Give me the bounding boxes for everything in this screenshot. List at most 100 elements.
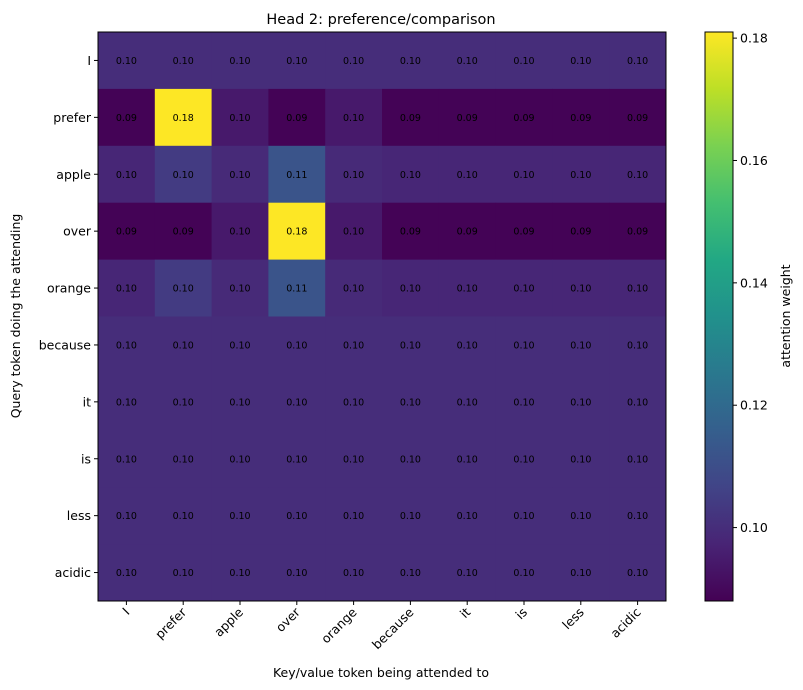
cell-value-label: 0.10: [173, 397, 194, 408]
cell-value-label: 0.10: [343, 227, 364, 238]
heatmap-cell: [325, 487, 383, 545]
cell-value-label: 0.10: [286, 56, 307, 67]
cell-value-label: 0.10: [229, 454, 250, 465]
x-tick-label: apple: [211, 604, 246, 639]
heatmap-cell: [154, 32, 213, 90]
heatmap-cell: [552, 32, 610, 90]
cell-value-label: 0.10: [229, 568, 250, 579]
cell-value-label: 0.09: [570, 113, 591, 124]
cell-value-label: 0.10: [116, 284, 137, 295]
cell-value-label: 0.10: [116, 511, 137, 522]
cell-value-label: 0.10: [343, 454, 364, 465]
cell-value-label: 0.10: [286, 454, 307, 465]
heatmap-cell: [382, 430, 440, 488]
cell-value-label: 0.10: [400, 454, 421, 465]
heatmap-cell: [211, 430, 269, 488]
colorbar-tick-label: 0.18: [740, 31, 768, 46]
heatmap-cell: [154, 430, 213, 488]
heatmap-cell: [154, 145, 213, 204]
cell-value-label: 0.10: [513, 56, 534, 67]
colorbar-tick-label: 0.16: [740, 153, 768, 168]
heatmap-cell: [98, 145, 156, 204]
heatmap-cell: [211, 145, 269, 204]
cell-value-label: 0.10: [343, 568, 364, 579]
y-tick-label: over: [63, 224, 92, 239]
cell-value-label: 0.10: [627, 397, 648, 408]
colorbar-label: attention weight: [778, 264, 793, 367]
cell-value-label: 0.10: [116, 340, 137, 351]
cell-value-label: 0.18: [286, 227, 307, 238]
cell-value-label: 0.10: [173, 340, 194, 351]
heatmap-cell: [552, 430, 610, 488]
cell-value-label: 0.10: [627, 454, 648, 465]
heatmap-cell: [609, 373, 667, 431]
cell-value-label: 0.10: [513, 568, 534, 579]
cell-value-label: 0.11: [286, 284, 307, 295]
heatmap-cell: [211, 316, 269, 374]
heatmap-cell: [98, 544, 156, 602]
heatmap-cell: [211, 373, 269, 431]
heatmap-cell: [154, 316, 213, 374]
cell-value-label: 0.10: [343, 170, 364, 181]
heatmap-cell: [268, 145, 326, 204]
heatmap-cell-labels: 0.10 0.10 0.10 0.10 0.10 0.10 0.10 0.10 0.10 0.10…: [116, 56, 648, 579]
cell-value-label: 0.09: [457, 227, 478, 238]
heatmap-cell: [98, 32, 156, 90]
y-tick-label: is: [81, 451, 91, 466]
heatmap-cell: [552, 145, 610, 204]
heatmap-cell: [325, 145, 383, 204]
heatmap-cell: [154, 88, 213, 147]
cell-value-label: 0.10: [457, 340, 478, 351]
cell-value-label: 0.10: [400, 397, 421, 408]
heatmap-cell: [325, 32, 383, 90]
heatmap-cell: [154, 373, 213, 431]
cell-value-label: 0.10: [457, 511, 478, 522]
plot-frame: [97, 31, 667, 602]
heatmap-cell: [495, 259, 553, 317]
cell-value-label: 0.10: [400, 511, 421, 522]
cell-value-label: 0.10: [173, 511, 194, 522]
cell-value-label: 0.10: [343, 113, 364, 124]
heatmap-cell: [438, 316, 497, 374]
y-tick-label: it: [83, 394, 91, 409]
heatmap-cell: [495, 202, 553, 261]
heatmap-cell: [495, 487, 553, 545]
heatmap-cell: [154, 487, 213, 545]
cell-value-label: 0.10: [229, 56, 250, 67]
heatmap-cell: [382, 373, 440, 431]
heatmap-cell: [211, 32, 269, 90]
cell-value-label: 0.10: [173, 454, 194, 465]
heatmap-cell: [325, 430, 383, 488]
cell-value-label: 0.10: [286, 568, 307, 579]
heatmap-cell: [382, 316, 440, 374]
cell-value-label: 0.10: [116, 454, 137, 465]
cell-value-label: 0.10: [400, 170, 421, 181]
heatmap-cell: [609, 316, 667, 374]
heatmap-cell: [268, 487, 326, 545]
cell-value-label: 0.10: [173, 56, 194, 67]
heatmap-cell: [552, 316, 610, 374]
x-tick-label: acidic: [607, 604, 643, 640]
heatmap-cell: [268, 202, 326, 261]
cell-value-label: 0.10: [627, 511, 648, 522]
cell-value-label: 0.10: [400, 284, 421, 295]
cell-value-label: 0.10: [570, 454, 591, 465]
heatmap-cell: [609, 487, 667, 545]
heatmap-cell: [325, 316, 383, 374]
heatmap-cell: [154, 202, 213, 261]
heatmap-cell: [325, 373, 383, 431]
y-axis-label: Query token doing the attending: [8, 214, 23, 419]
heatmap-cell: [325, 88, 383, 147]
cell-value-label: 0.10: [286, 340, 307, 351]
cell-value-label: 0.10: [229, 113, 250, 124]
cell-value-label: 0.09: [116, 113, 137, 124]
cell-value-label: 0.09: [173, 227, 194, 238]
cell-value-label: 0.10: [173, 568, 194, 579]
heatmap-cell: [268, 259, 326, 317]
cell-value-label: 0.09: [627, 113, 648, 124]
y-tick-label: I: [87, 53, 91, 68]
cell-value-label: 0.10: [343, 511, 364, 522]
cell-value-label: 0.10: [343, 340, 364, 351]
